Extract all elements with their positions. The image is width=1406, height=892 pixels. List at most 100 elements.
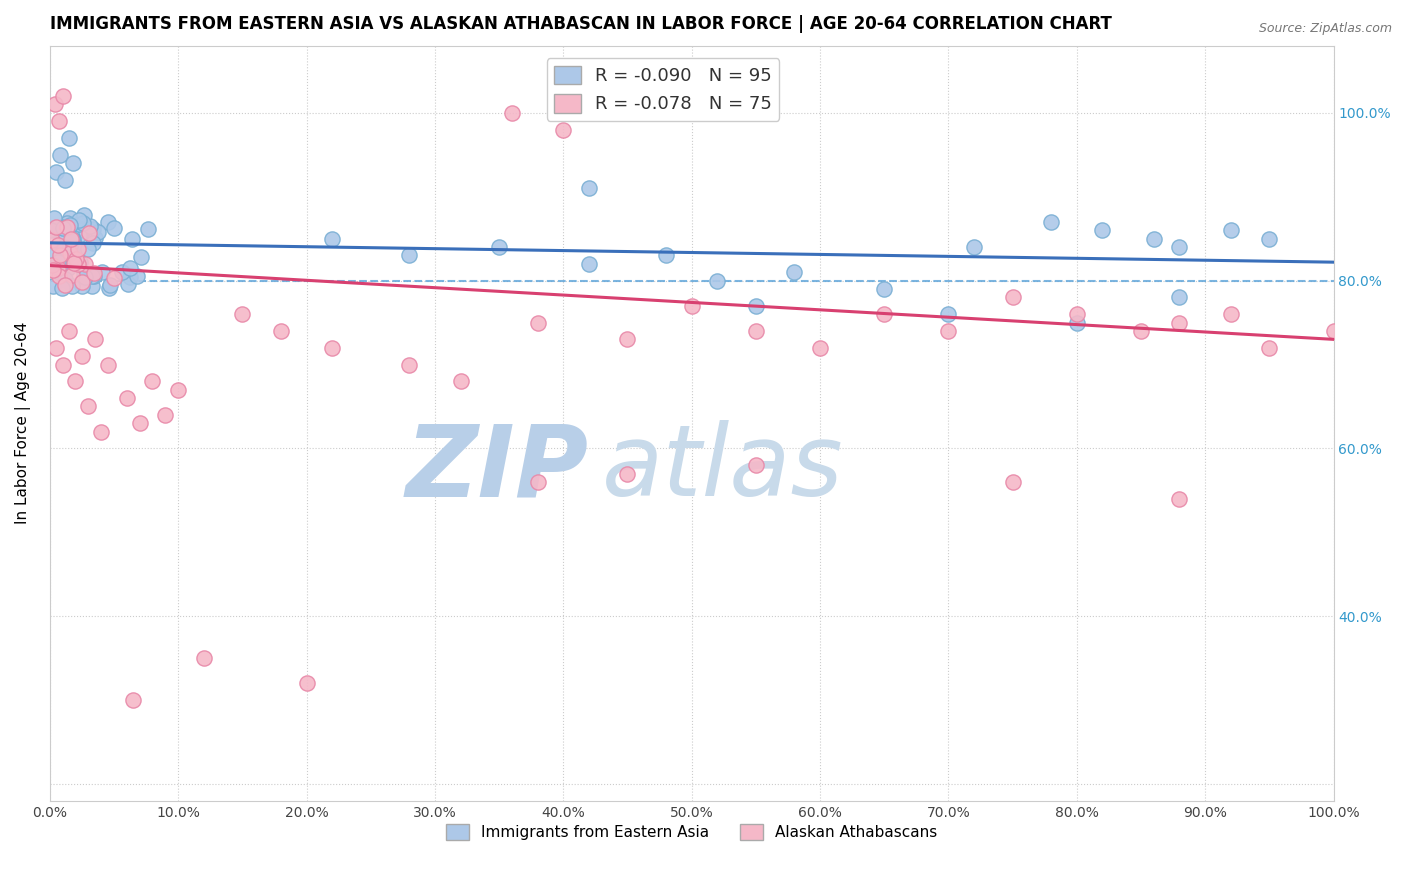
Point bbox=[65, 248, 87, 262]
Point bbox=[45, 341, 67, 355]
Point bbox=[77, 223, 100, 237]
Point bbox=[65, 243, 87, 257]
Point bbox=[73, 271, 96, 285]
Point bbox=[155, 408, 177, 422]
Point bbox=[70, 275, 93, 289]
Point bbox=[295, 676, 318, 690]
Point bbox=[48, 269, 70, 284]
Point bbox=[1001, 290, 1024, 304]
Point bbox=[66, 241, 89, 255]
Point bbox=[82, 222, 104, 236]
Point bbox=[111, 264, 134, 278]
Point bbox=[90, 425, 112, 439]
Point bbox=[1129, 324, 1152, 338]
Point bbox=[1168, 491, 1191, 506]
Point bbox=[59, 227, 82, 241]
Point bbox=[488, 240, 510, 254]
Point bbox=[745, 299, 768, 313]
Point bbox=[91, 265, 114, 279]
Point bbox=[616, 332, 638, 346]
Point bbox=[51, 219, 73, 234]
Point bbox=[526, 316, 548, 330]
Point bbox=[80, 269, 103, 284]
Point bbox=[1322, 324, 1344, 338]
Point bbox=[58, 324, 80, 338]
Point bbox=[48, 261, 70, 276]
Point bbox=[745, 458, 768, 473]
Point bbox=[616, 467, 638, 481]
Point bbox=[82, 236, 104, 251]
Point bbox=[83, 332, 105, 346]
Point bbox=[79, 219, 101, 234]
Point bbox=[73, 208, 96, 222]
Point bbox=[121, 232, 143, 246]
Point bbox=[553, 122, 575, 136]
Point bbox=[49, 251, 72, 265]
Point bbox=[167, 383, 190, 397]
Text: Source: ZipAtlas.com: Source: ZipAtlas.com bbox=[1258, 22, 1392, 36]
Point bbox=[1258, 232, 1281, 246]
Point bbox=[578, 181, 600, 195]
Point bbox=[46, 238, 69, 252]
Point bbox=[52, 240, 75, 254]
Point bbox=[76, 242, 98, 256]
Point bbox=[118, 269, 141, 284]
Point bbox=[1066, 307, 1088, 321]
Point bbox=[60, 268, 83, 282]
Point bbox=[45, 164, 67, 178]
Point bbox=[59, 218, 82, 232]
Point bbox=[125, 269, 148, 284]
Point bbox=[193, 651, 215, 665]
Point bbox=[41, 233, 63, 247]
Point bbox=[118, 260, 141, 275]
Point bbox=[67, 257, 90, 271]
Point bbox=[63, 236, 86, 251]
Point bbox=[98, 281, 121, 295]
Point bbox=[67, 227, 90, 242]
Point bbox=[65, 247, 87, 261]
Point bbox=[65, 374, 87, 388]
Point bbox=[59, 211, 82, 225]
Point bbox=[83, 269, 105, 284]
Point bbox=[501, 105, 523, 120]
Point bbox=[44, 97, 66, 112]
Point bbox=[53, 173, 76, 187]
Point bbox=[69, 223, 91, 237]
Point bbox=[39, 223, 62, 237]
Point bbox=[1143, 232, 1166, 246]
Point bbox=[80, 279, 103, 293]
Point bbox=[808, 341, 831, 355]
Point bbox=[75, 257, 97, 271]
Point bbox=[103, 271, 125, 285]
Point bbox=[1040, 215, 1063, 229]
Point bbox=[97, 215, 120, 229]
Point bbox=[60, 232, 83, 246]
Point bbox=[77, 400, 100, 414]
Point bbox=[96, 358, 118, 372]
Point bbox=[52, 272, 75, 286]
Point bbox=[65, 252, 87, 266]
Point bbox=[59, 246, 82, 260]
Point bbox=[83, 231, 105, 245]
Point bbox=[44, 211, 66, 225]
Point bbox=[52, 89, 75, 103]
Point bbox=[681, 299, 703, 313]
Text: ZIP: ZIP bbox=[406, 420, 589, 517]
Point bbox=[62, 232, 84, 246]
Point bbox=[41, 278, 63, 293]
Point bbox=[72, 267, 94, 281]
Point bbox=[53, 277, 76, 292]
Point bbox=[41, 258, 63, 272]
Point bbox=[72, 216, 94, 230]
Point bbox=[70, 279, 93, 293]
Point bbox=[62, 156, 84, 170]
Point bbox=[141, 374, 163, 388]
Point bbox=[1258, 341, 1281, 355]
Point bbox=[42, 263, 65, 277]
Text: atlas: atlas bbox=[602, 420, 844, 517]
Point bbox=[706, 274, 728, 288]
Point bbox=[398, 358, 420, 372]
Point bbox=[1001, 475, 1024, 489]
Point bbox=[578, 257, 600, 271]
Point bbox=[783, 265, 806, 279]
